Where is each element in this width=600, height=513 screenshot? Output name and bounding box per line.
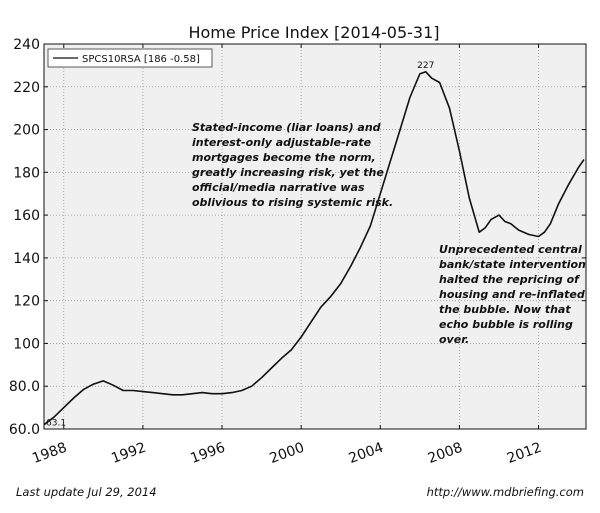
x-tick-label: 1992 bbox=[109, 440, 148, 467]
legend: SPCS10RSA [186 -0.58] bbox=[47, 48, 213, 68]
start-value-label: 63.1 bbox=[46, 418, 66, 428]
annotation-note-2: Unprecedented central bank/state interve… bbox=[439, 243, 590, 346]
series-line-spcs10rsa bbox=[43, 71, 585, 426]
y-tick-label: 160 bbox=[13, 208, 40, 224]
y-tick-label: 180 bbox=[13, 165, 40, 181]
y-tick-label: 240 bbox=[13, 37, 40, 53]
legend-label: SPCS10RSA [186 -0.58] bbox=[82, 54, 200, 65]
y-tick-label: 140 bbox=[13, 251, 40, 267]
plot-frame bbox=[43, 43, 587, 430]
annotation-note-1: Stated-income (liar loans) and interest-… bbox=[192, 121, 393, 209]
y-tick-label: 60.0 bbox=[9, 422, 40, 438]
x-tick-label: 2008 bbox=[426, 440, 465, 467]
footer-last-update: Last update Jul 29, 2014 bbox=[16, 485, 157, 499]
footer-source-url: http://www.mdbriefing.com bbox=[426, 485, 584, 499]
legend-box bbox=[47, 48, 213, 68]
x-tick-label: 2004 bbox=[347, 440, 386, 467]
y-tick-label: 80.0 bbox=[9, 379, 40, 395]
chart-title: Home Price Index [2014-05-31] bbox=[188, 23, 439, 42]
x-tick-label: 1996 bbox=[188, 440, 227, 467]
plot-background bbox=[44, 44, 586, 429]
x-tick-label: 1988 bbox=[30, 440, 69, 467]
x-tick-label: 2000 bbox=[268, 440, 307, 467]
y-tick-label: 220 bbox=[13, 80, 40, 96]
y-axis-ticks: 60.0 80.0 100 120 140 160 180 200 220 240 bbox=[9, 37, 586, 438]
y-tick-label: 120 bbox=[13, 294, 40, 310]
y-tick-label: 100 bbox=[13, 336, 40, 352]
grid bbox=[44, 44, 586, 429]
y-tick-label: 200 bbox=[13, 123, 40, 139]
peak-label: 227 bbox=[417, 61, 434, 71]
x-tick-label: 2012 bbox=[505, 440, 544, 467]
